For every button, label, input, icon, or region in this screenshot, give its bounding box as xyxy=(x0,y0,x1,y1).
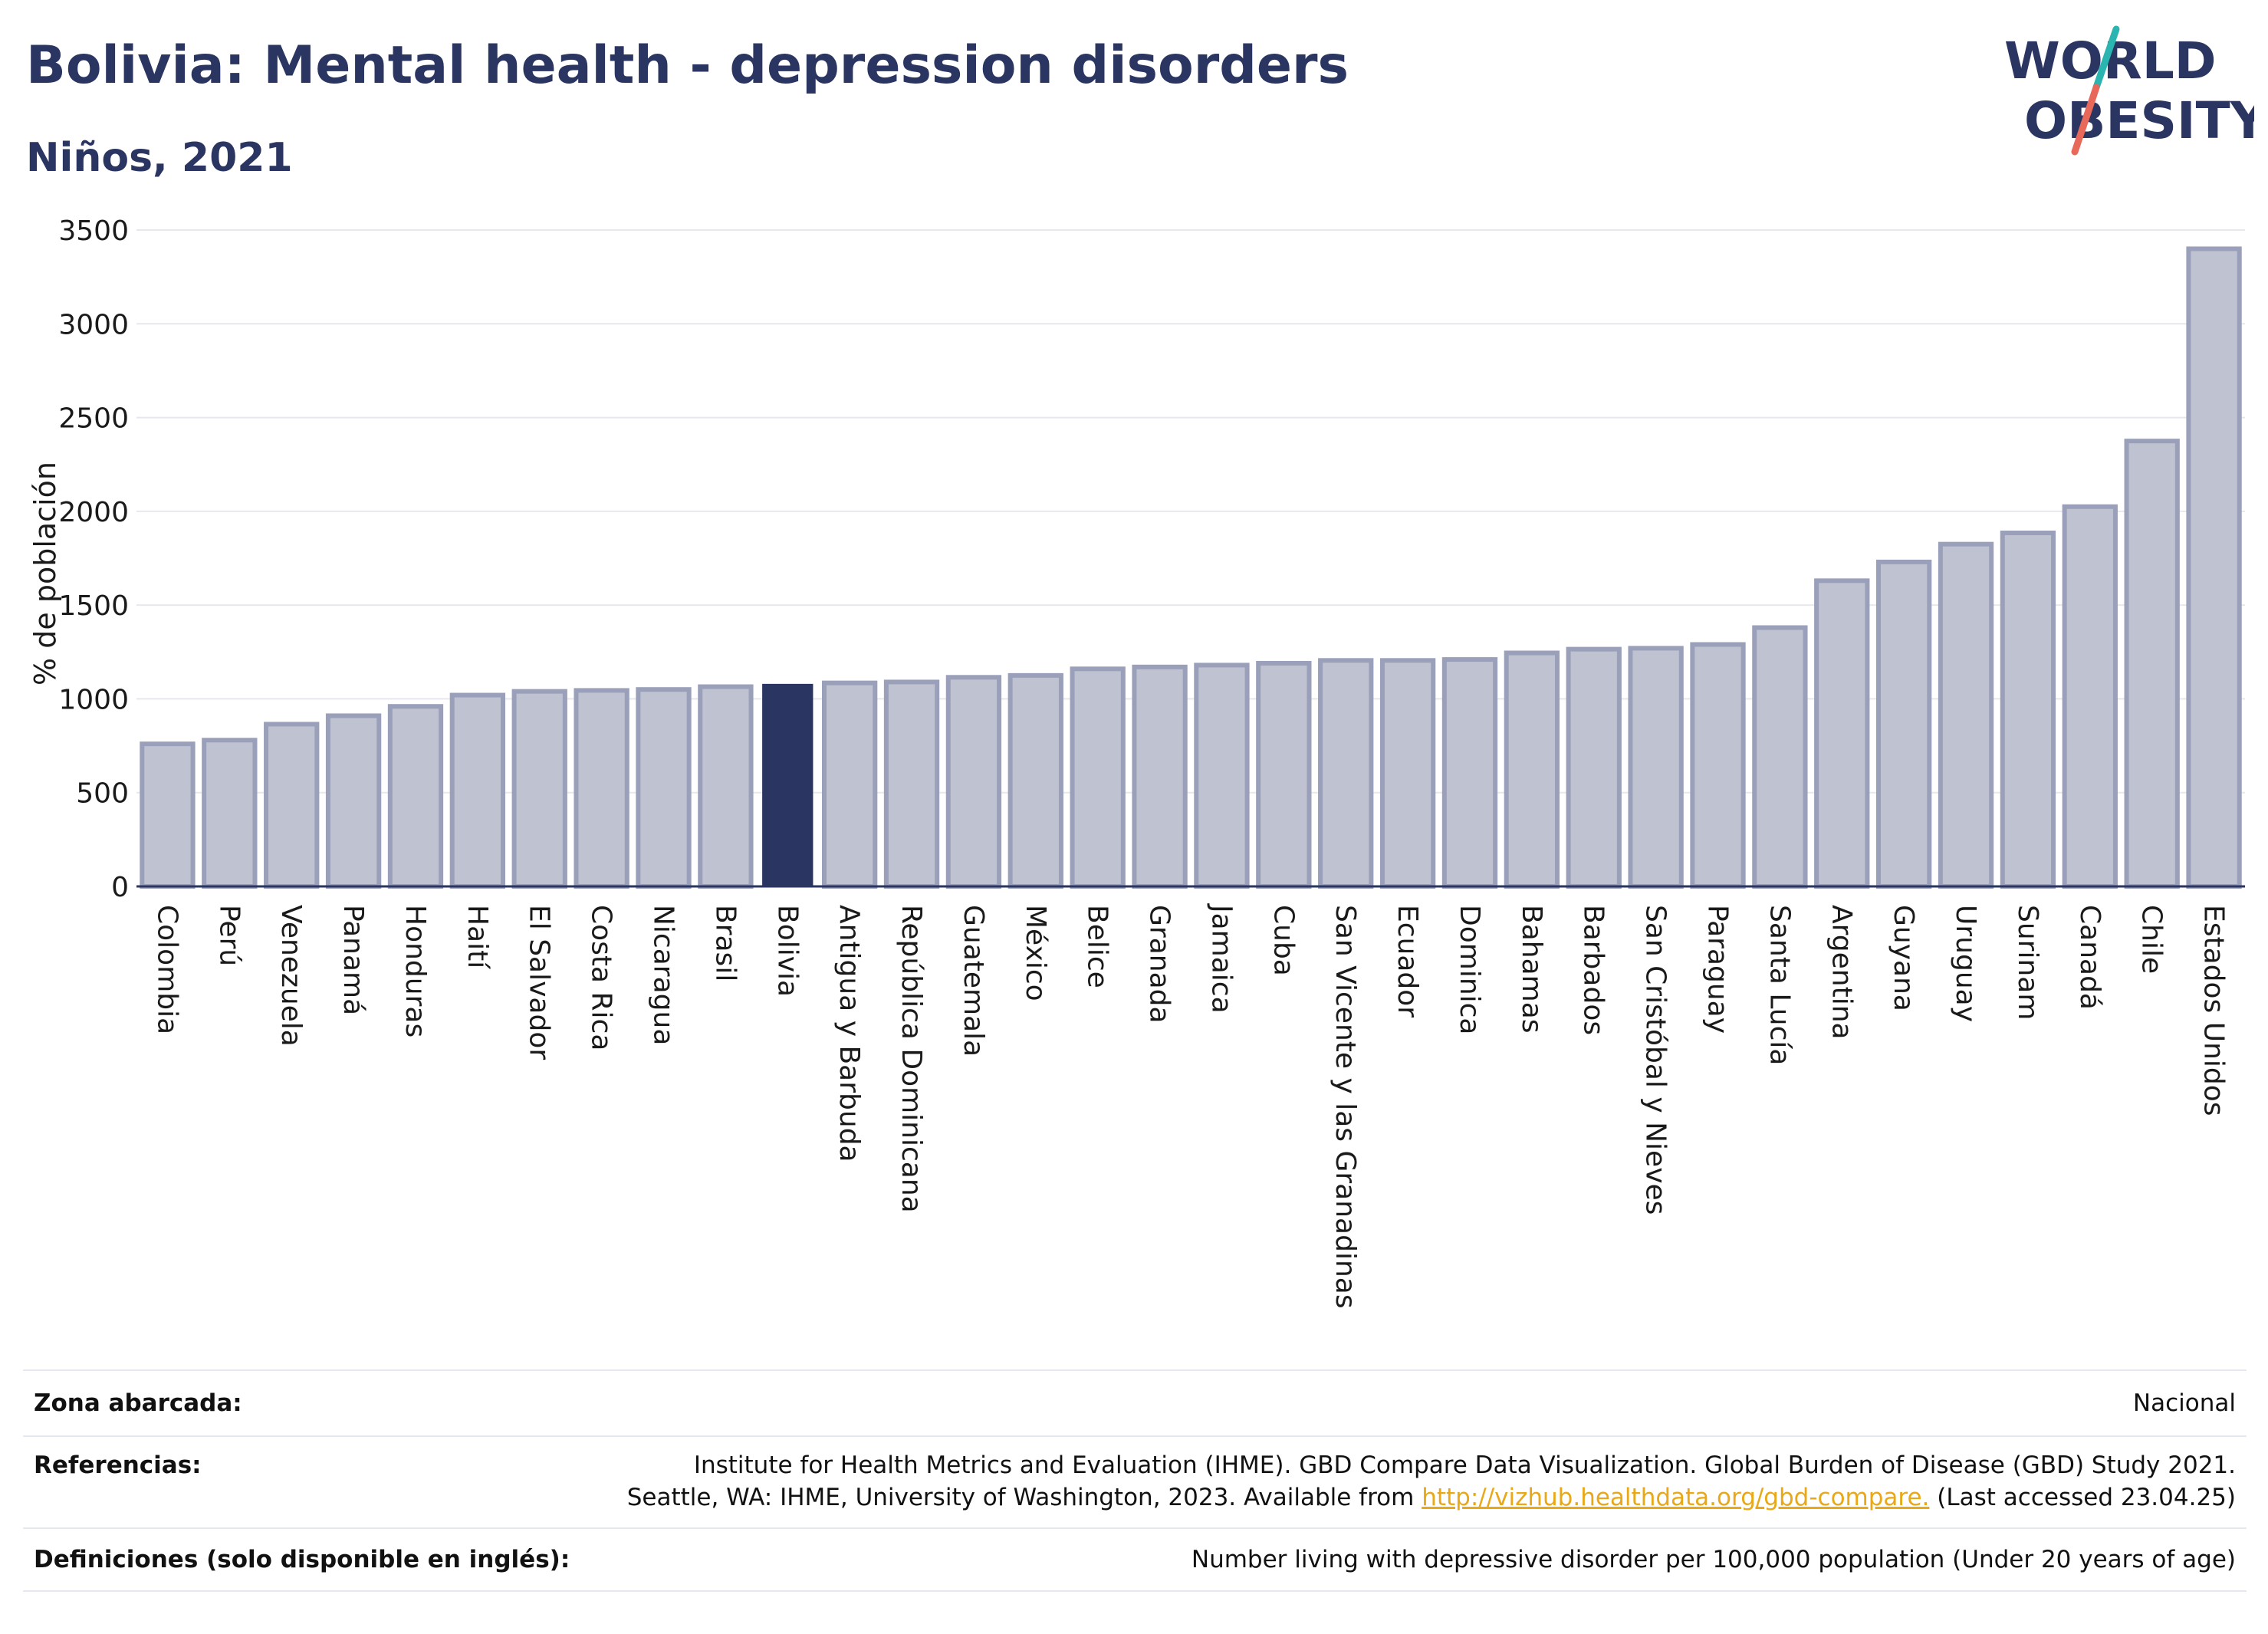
y-tick-label: 3500 xyxy=(58,215,129,247)
bar xyxy=(1318,658,1374,889)
bar xyxy=(2000,530,2056,889)
bar xyxy=(202,738,258,889)
page-subtitle: Niños, 2021 xyxy=(26,135,293,181)
bar xyxy=(1194,662,1250,889)
logo-slash-red xyxy=(2071,84,2100,156)
x-tick-label: Santa Lucía xyxy=(1763,905,1795,1065)
x-tick-label: Jamaica xyxy=(1205,903,1237,1014)
bar xyxy=(1504,650,1560,889)
references-label: Referencias: xyxy=(34,1452,202,1479)
bar xyxy=(1007,672,1063,889)
bar xyxy=(698,684,754,889)
logo-slash-teal xyxy=(2092,25,2120,91)
bar xyxy=(511,689,567,889)
bar xyxy=(883,679,940,889)
bar xyxy=(2124,439,2180,889)
x-tick-label: Estados Unidos xyxy=(2198,905,2230,1116)
x-tick-label: Paraguay xyxy=(1702,905,1734,1034)
bar xyxy=(1566,646,1622,889)
x-tick-label: Colombia xyxy=(151,905,182,1034)
y-tick-label: 0 xyxy=(111,872,129,903)
y-axis-title: % de población xyxy=(28,462,62,685)
references-line-1: Institute for Health Metrics and Evaluat… xyxy=(693,1452,2236,1479)
bar xyxy=(1628,646,1684,889)
x-tick-label: El Salvador xyxy=(524,905,555,1060)
bar xyxy=(2186,246,2242,889)
x-tick-label: Guatemala xyxy=(958,905,989,1057)
x-tick-label: San Cristóbal y Nieves xyxy=(1640,905,1671,1215)
x-tick-label: Dominica xyxy=(1454,905,1485,1035)
world-obesity-logo: WORLD OBESITY xyxy=(2004,25,2254,156)
bar xyxy=(574,688,629,889)
bar xyxy=(2062,504,2118,889)
bar xyxy=(1441,657,1498,889)
bar xyxy=(821,680,878,889)
x-tick-label: Argentina xyxy=(1826,905,1857,1040)
y-tick-label: 500 xyxy=(76,778,129,810)
bar xyxy=(325,713,382,889)
references-value: Institute for Health Metrics and Evaluat… xyxy=(627,1449,2236,1514)
x-tick-label: Canadá xyxy=(2074,905,2105,1010)
x-tick-label: México xyxy=(1020,905,1051,1001)
chart-footer: Zona abarcada: Nacional Referencias: Ins… xyxy=(23,1369,2247,1592)
footer-references-row: Referencias: Institute for Health Metric… xyxy=(23,1435,2247,1527)
bar xyxy=(1379,658,1436,889)
references-line-2-post: (Last accessed 23.04.25) xyxy=(1929,1484,2236,1511)
bar xyxy=(1256,660,1312,889)
x-tick-label: Barbados xyxy=(1578,905,1609,1035)
y-tick-label: 1000 xyxy=(58,684,129,715)
bar xyxy=(140,741,196,889)
x-tick-label: Nicaragua xyxy=(648,905,679,1045)
definitions-value: Number living with depressive disorder p… xyxy=(1191,1546,2236,1573)
bar xyxy=(387,704,444,889)
x-tick-label: Bahamas xyxy=(1516,905,1547,1034)
bar xyxy=(1752,625,1808,889)
bar xyxy=(264,722,320,889)
x-tick-label: Perú xyxy=(213,905,245,966)
x-tick-label: Panamá xyxy=(337,905,369,1015)
x-tick-label: Granada xyxy=(1144,905,1175,1024)
x-tick-label: Bolivia xyxy=(771,905,803,997)
coverage-value: Nacional xyxy=(2132,1389,2236,1417)
bar xyxy=(1070,666,1126,889)
x-tick-label: Costa Rica xyxy=(586,905,617,1050)
x-tick-label: Cuba xyxy=(1267,905,1299,976)
footer-coverage-row: Zona abarcada: Nacional xyxy=(23,1369,2247,1435)
bar xyxy=(449,692,506,889)
bar xyxy=(1690,642,1746,889)
coverage-label: Zona abarcada: xyxy=(34,1389,242,1417)
x-tick-label: Brasil xyxy=(709,905,741,981)
y-tick-label: 3000 xyxy=(58,309,129,340)
x-tick-label: Honduras xyxy=(399,905,431,1037)
references-link[interactable]: http://vizhub.healthdata.org/gbd-compare… xyxy=(1422,1484,1930,1511)
x-tick-label: Guyana xyxy=(1888,905,1919,1011)
bar xyxy=(1875,559,1932,889)
bar xyxy=(1814,578,1870,889)
x-tick-label: República Dominicana xyxy=(896,905,927,1213)
page-title: Bolivia: Mental health - depression diso… xyxy=(26,35,1349,96)
references-line-2-pre: Seattle, WA: IHME, University of Washing… xyxy=(626,1484,1422,1511)
x-tick-label: San Vicente y las Granadinas xyxy=(1330,905,1361,1309)
x-tick-label: Surinam xyxy=(2012,905,2043,1020)
x-tick-label: Haití xyxy=(462,905,493,969)
bar xyxy=(1132,664,1188,889)
x-tick-label: Uruguay xyxy=(1950,905,1981,1022)
bar-chart: 0 500 1000 1500 2000 2500 3000 3500 % de poblaci… xyxy=(28,215,2245,1309)
y-tick-label: 2500 xyxy=(58,403,129,435)
x-tick-label: Antigua y Barbuda xyxy=(833,905,865,1162)
bar xyxy=(762,683,814,886)
x-tick-label: Ecuador xyxy=(1392,905,1423,1018)
logo-text-obesity: OBESITY xyxy=(2024,91,2254,150)
definitions-label: Definiciones (solo disponible en inglés)… xyxy=(34,1546,570,1573)
y-tick-label: 2000 xyxy=(58,497,129,528)
x-tick-label: Chile xyxy=(2136,905,2168,974)
footer-definitions-row: Definiciones (solo disponible en inglés)… xyxy=(23,1527,2247,1592)
x-tick-label: Venezuela xyxy=(275,905,307,1047)
x-tick-label: Belice xyxy=(1082,905,1113,988)
bar xyxy=(945,675,1002,889)
y-tick-label: 1500 xyxy=(58,590,129,622)
bar xyxy=(636,687,692,889)
bar xyxy=(1938,541,1994,889)
